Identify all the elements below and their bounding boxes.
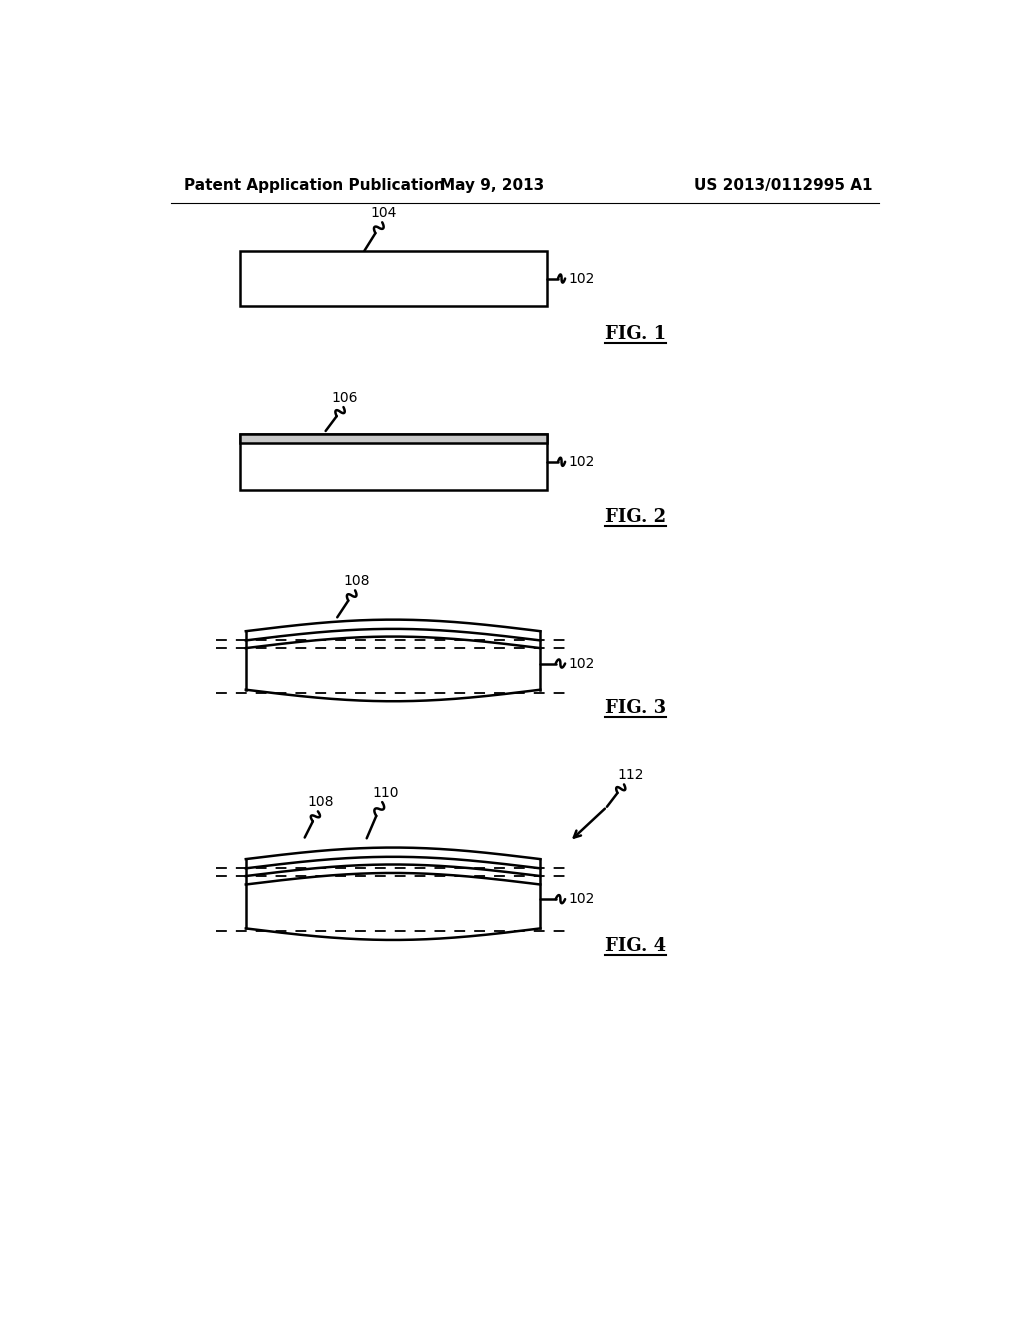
Text: May 9, 2013: May 9, 2013 (440, 178, 545, 193)
Text: FIG. 4: FIG. 4 (605, 937, 667, 956)
Text: FIG. 1: FIG. 1 (605, 325, 667, 343)
Text: 102: 102 (568, 455, 595, 469)
Text: 112: 112 (616, 768, 643, 781)
Text: 108: 108 (343, 574, 370, 589)
Bar (241, 251, 547, 306)
Text: FIG. 2: FIG. 2 (605, 508, 667, 525)
Text: 102: 102 (568, 272, 595, 285)
Text: US 2013/0112995 A1: US 2013/0112995 A1 (693, 178, 872, 193)
Text: 108: 108 (307, 795, 334, 809)
Text: 102: 102 (568, 656, 595, 671)
Text: 102: 102 (568, 892, 595, 906)
Text: 106: 106 (332, 391, 358, 405)
Text: 104: 104 (371, 206, 397, 220)
Bar (241, 434, 547, 490)
Text: Patent Application Publication: Patent Application Publication (183, 178, 444, 193)
Bar (241, 434, 547, 444)
Text: 110: 110 (372, 785, 398, 800)
Text: FIG. 3: FIG. 3 (605, 698, 667, 717)
